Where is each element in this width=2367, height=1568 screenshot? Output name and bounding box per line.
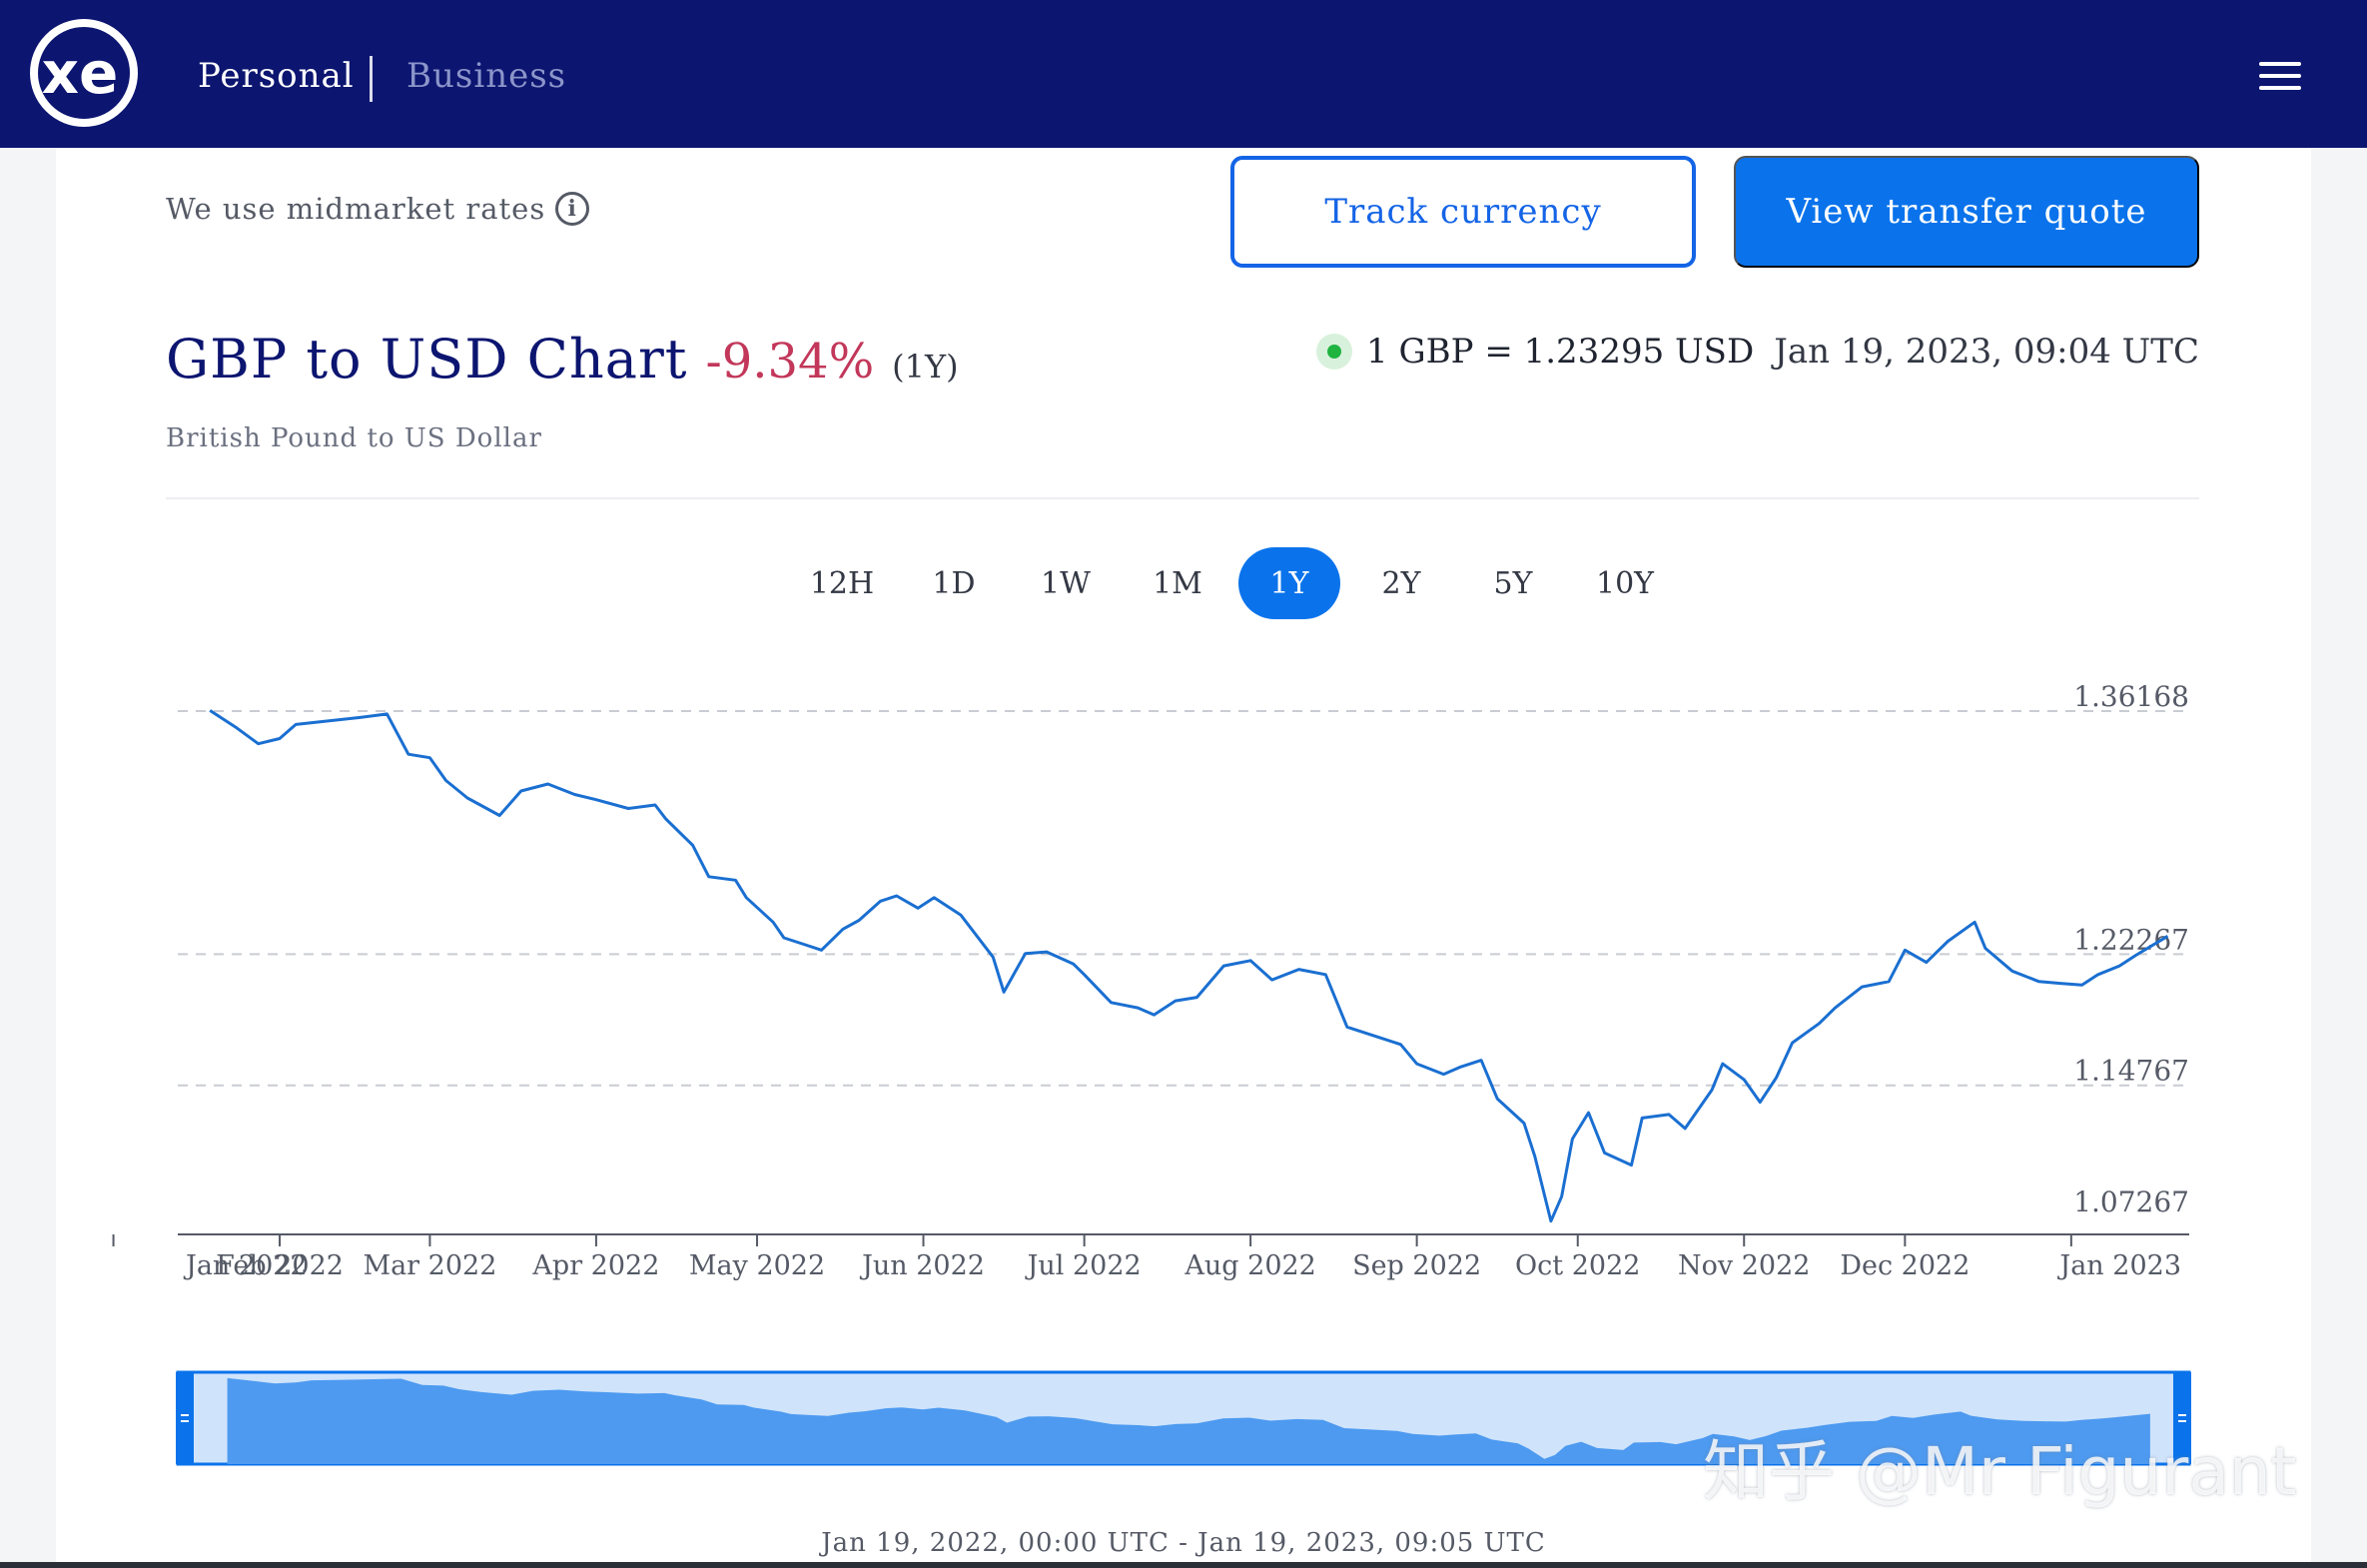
range-tab-1m[interactable]: 1M <box>1153 565 1202 601</box>
range-tab-1d[interactable]: 1D <box>932 565 976 601</box>
range-tab-12h[interactable]: 12H <box>809 565 875 601</box>
navigator-left-handle[interactable] <box>176 1372 194 1464</box>
page-title: GBP to USD Chart <box>166 328 688 391</box>
track-currency-button[interactable]: Track currency <box>1230 156 1696 268</box>
x-tick-label: Sep 2022 <box>1352 1250 1481 1281</box>
x-tick-label: Dec 2022 <box>1840 1250 1970 1281</box>
percent-change: -9.34% <box>705 334 875 390</box>
chart-card: We use midmarket rates i Track currency … <box>56 148 2311 1568</box>
info-icon[interactable]: i <box>555 192 590 226</box>
x-tick-label: Aug 2022 <box>1184 1250 1315 1281</box>
range-tab-2y[interactable]: 2Y <box>1381 565 1421 601</box>
rate-timestamp: Jan 19, 2023, 09:04 UTC <box>1774 332 2199 372</box>
x-tick-label: Feb 2022 <box>216 1250 344 1281</box>
watermark: 知乎 @Mr Figurant <box>1703 1433 2297 1510</box>
x-tick-label: May 2022 <box>689 1250 825 1281</box>
live-rate: 1 GBP = 1.23295 USD Jan 19, 2023, 09:04 … <box>1316 332 2199 372</box>
x-tick-label: Nov 2022 <box>1678 1250 1810 1281</box>
x-tick-label: Jun 2022 <box>859 1250 985 1281</box>
divider <box>166 497 2199 499</box>
live-status-icon <box>1316 334 1353 370</box>
x-tick-label: Mar 2022 <box>363 1250 496 1281</box>
nav-business-link[interactable]: Business <box>406 56 567 96</box>
date-range-label: Jan 19, 2022, 00:00 UTC - Jan 19, 2023, … <box>821 1528 1546 1558</box>
bottom-border <box>0 1562 2367 1568</box>
hamburger-menu-icon[interactable] <box>2259 62 2301 90</box>
x-tick-label: Apr 2022 <box>531 1250 659 1281</box>
view-transfer-quote-button[interactable]: View transfer quote <box>1734 156 2199 268</box>
x-tick-label: Jan 2023 <box>2056 1250 2181 1281</box>
currency-pair-subtitle: British Pound to US Dollar <box>166 423 542 453</box>
midmarket-text: We use midmarket rates <box>166 192 546 226</box>
range-tab-1y[interactable]: 1Y <box>1238 547 1340 619</box>
range-tabs: 12H 1D 1W 1M 1Y 2Y 5Y 10Y <box>791 547 1686 619</box>
nav-separator <box>370 56 373 102</box>
x-tick-label: Jan 2022 <box>183 1250 308 1281</box>
y-tick-label: 1.22267 <box>2073 923 2189 956</box>
xe-logo-icon: xe <box>30 19 138 127</box>
x-tick-label: Jul 2022 <box>1025 1250 1142 1281</box>
range-tab-10y[interactable]: 10Y <box>1596 565 1654 601</box>
range-tab-5y[interactable]: 5Y <box>1493 565 1533 601</box>
chart-title-row: GBP to USD Chart -9.34% (1Y) <box>166 328 959 391</box>
xe-logo[interactable]: xe <box>26 18 146 128</box>
top-navbar: xe Personal Business <box>0 0 2367 148</box>
x-tick-label: Oct 2022 <box>1515 1250 1640 1281</box>
rate-value: 1 GBP = 1.23295 USD <box>1366 332 1755 372</box>
period-label: (1Y) <box>892 348 959 386</box>
navigator-area <box>227 1377 2150 1464</box>
y-tick-label: 1.07267 <box>2073 1185 2189 1218</box>
navigator-right-handle[interactable] <box>2173 1372 2191 1464</box>
nav-personal-link[interactable]: Personal <box>198 56 355 96</box>
svg-text:xe: xe <box>42 39 119 107</box>
midmarket-notice: We use midmarket rates i <box>166 192 590 226</box>
rate-series-line[interactable] <box>209 709 2169 1223</box>
range-tab-1w[interactable]: 1W <box>1041 565 1091 601</box>
y-tick-label: 1.36168 <box>2073 680 2189 713</box>
y-tick-label: 1.14767 <box>2073 1055 2189 1088</box>
